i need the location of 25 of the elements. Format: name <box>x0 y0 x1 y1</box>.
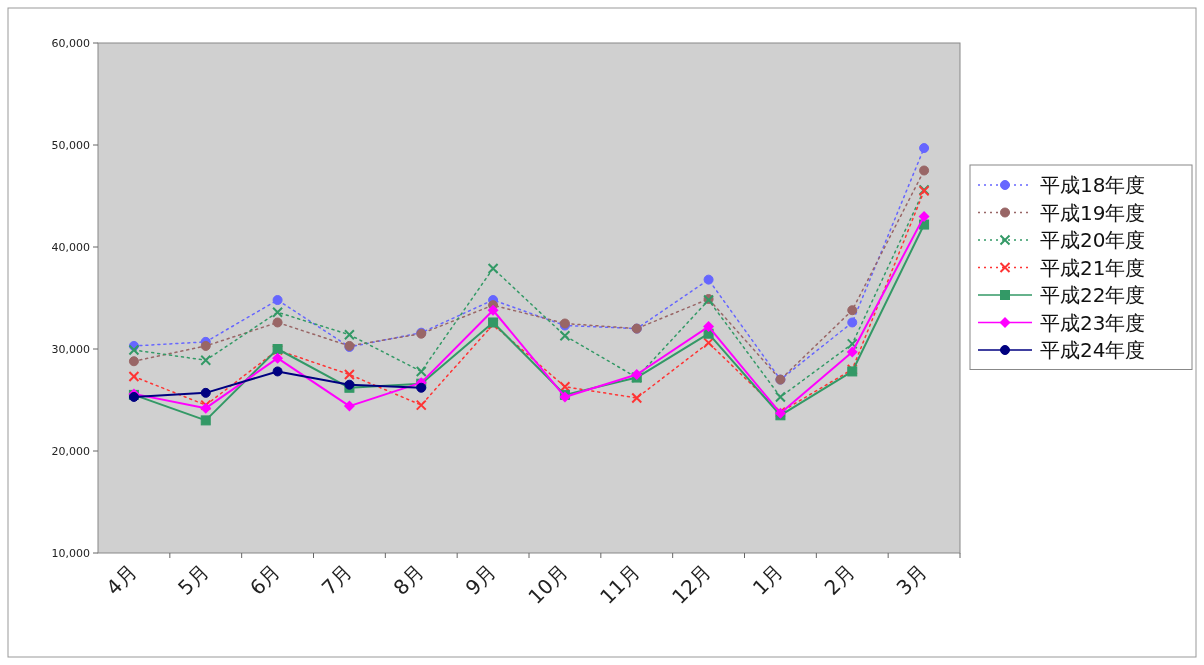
y-tick-label: 50,000 <box>51 139 90 152</box>
legend-label: 平成18年度 <box>1040 173 1146 197</box>
x-tick-label: 10月 <box>523 559 573 609</box>
x-tick-label: 7月 <box>316 559 357 600</box>
legend-label: 平成20年度 <box>1040 228 1146 252</box>
x-tick-label: 12月 <box>667 559 717 609</box>
x-tick-label: 4月 <box>101 559 142 600</box>
y-tick-label: 10,000 <box>51 547 90 560</box>
legend-label: 平成22年度 <box>1040 283 1146 307</box>
legend-label: 平成23年度 <box>1040 310 1146 335</box>
x-tick-label: 9月 <box>460 559 501 600</box>
x-tick-label: 3月 <box>891 559 932 600</box>
y-tick-label: 20,000 <box>51 445 90 458</box>
x-tick-label: 1月 <box>747 559 788 600</box>
y-tick-label: 60,000 <box>51 37 90 50</box>
x-tick-label: 5月 <box>173 559 214 600</box>
legend-label: 平成19年度 <box>1040 200 1146 225</box>
legend-label: 平成24年度 <box>1040 338 1146 362</box>
x-tick-label: 2月 <box>819 559 860 600</box>
x-tick-label: 11月 <box>595 559 645 609</box>
y-tick-label: 30,000 <box>51 343 90 356</box>
x-tick-label: 8月 <box>388 559 429 600</box>
y-tick-label: 40,000 <box>51 241 90 254</box>
x-tick-label: 6月 <box>245 559 286 600</box>
legend-label: 平成21年度 <box>1040 255 1146 280</box>
